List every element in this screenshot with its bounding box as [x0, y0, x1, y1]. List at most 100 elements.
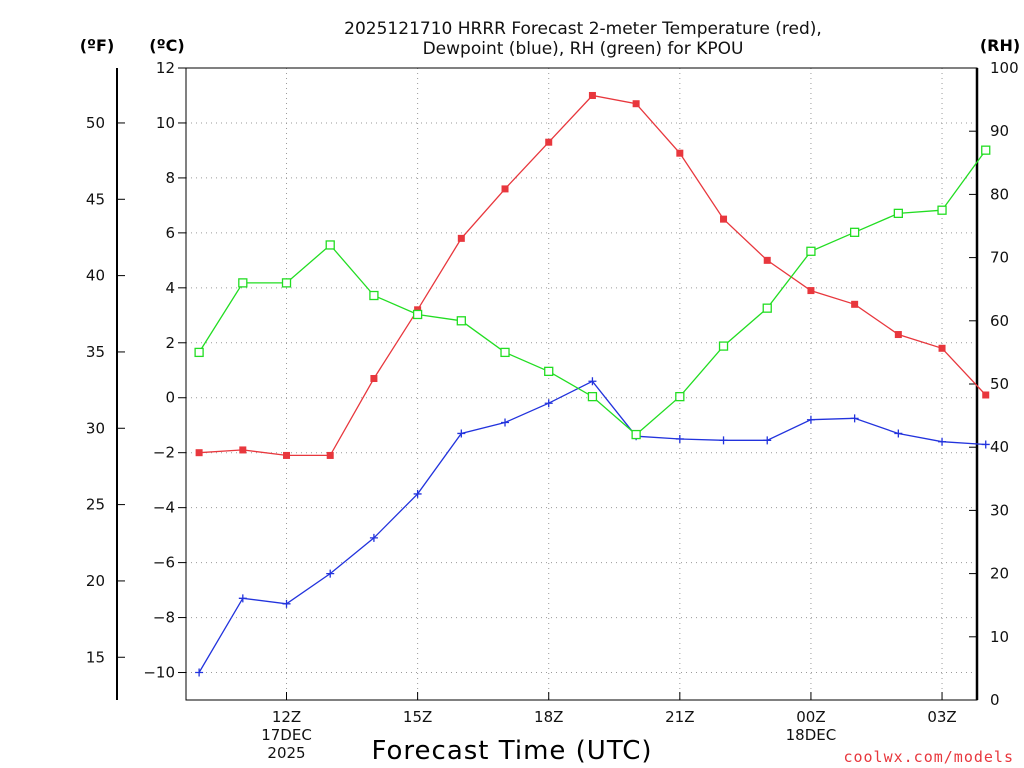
rh-point: [238, 278, 248, 288]
dewpoint-point: [894, 429, 903, 438]
dewpoint-point: [719, 436, 728, 445]
temperature-point: [370, 375, 378, 383]
temperature-point: [982, 391, 990, 399]
celsius-tick-label: 4: [165, 279, 175, 297]
temperature-point: [632, 100, 640, 108]
rh-point: [412, 309, 423, 320]
x-axis-label: Forecast Time (UTC): [371, 736, 652, 766]
fahrenheit-unit-label: (ºF): [80, 36, 115, 55]
dewpoint-point: [544, 399, 553, 408]
x-tick-label: 21Z: [665, 708, 694, 726]
title-line-1: 2025121710 HRRR Forecast 2-meter Tempera…: [344, 19, 822, 39]
fahrenheit-tick-label: 30: [86, 419, 105, 437]
temperature-point: [807, 287, 815, 295]
rh-point: [718, 341, 729, 351]
temperature-point: [851, 300, 859, 308]
temperature-point: [938, 344, 946, 352]
plot-frame: [185, 67, 978, 701]
credit-text: coolwx.com/models: [843, 748, 1014, 766]
dewpoint-point: [457, 429, 466, 438]
grid-lines: [186, 68, 977, 700]
rh-point: [281, 278, 292, 288]
temperature-point: [501, 185, 509, 193]
temperature-point: [283, 451, 291, 459]
dewpoint-line: [198, 380, 986, 673]
rh-tick-label: 100: [990, 59, 1019, 77]
rh-tick-label: 30: [990, 501, 1009, 519]
dewpoint-point: [938, 437, 947, 446]
rh-point: [937, 205, 947, 215]
rh-tick-label: 10: [990, 628, 1009, 646]
rh-tick-label: 70: [990, 249, 1009, 267]
temperature-point: [720, 215, 728, 223]
rh-tick-label: 50: [990, 375, 1009, 393]
dewpoint-point: [413, 489, 422, 498]
dewpoint-point: [195, 668, 204, 677]
celsius-tick-label: 0: [165, 389, 175, 407]
rh-point: [806, 246, 816, 256]
temperature-point: [239, 446, 247, 454]
dewpoint-point: [501, 418, 510, 427]
dewpoint-point: [850, 414, 859, 423]
celsius-tick-label: −10: [143, 664, 175, 682]
rh-point: [981, 145, 991, 155]
rh-unit-label: (RH): [980, 36, 1020, 55]
chart-title: 2025121710 HRRR Forecast 2-meter Tempera…: [344, 19, 822, 59]
temperature-point: [894, 331, 902, 339]
fahrenheit-tick-label: 20: [86, 572, 105, 590]
rh-tick-label: 90: [990, 122, 1009, 140]
chart-series: [194, 91, 991, 677]
celsius-tick-label: −6: [153, 554, 175, 572]
rh-tick-label: 60: [990, 312, 1009, 330]
rh-point: [369, 290, 379, 301]
rh-line: [198, 149, 987, 436]
temperature-line: [199, 94, 987, 457]
dewpoint-point: [763, 436, 772, 445]
dewpoint-point: [981, 440, 990, 449]
rh-point: [587, 391, 598, 402]
x-tick-label: 2025: [267, 744, 305, 762]
rh-point: [194, 347, 204, 358]
celsius-tick-label: 12: [156, 59, 175, 77]
rh-point: [675, 391, 685, 402]
celsius-tick-label: 2: [165, 334, 175, 352]
fahrenheit-tick-label: 35: [86, 343, 105, 361]
celsius-tick-label: 8: [165, 169, 175, 187]
rh-point: [544, 366, 554, 377]
rh-tick-label: 80: [990, 185, 1009, 203]
x-tick-label: 00Z: [796, 708, 825, 726]
celsius-tick-label: 6: [165, 224, 175, 242]
x-tick-label: 17DEC: [261, 726, 312, 744]
fahrenheit-tick-label: 40: [86, 267, 105, 285]
celsius-tick-label: −8: [153, 609, 175, 627]
x-tick-label: 15Z: [403, 708, 432, 726]
rh-point: [631, 429, 641, 440]
chart-axes: −10−8−6−4−202468101215202530354045500102…: [86, 59, 1019, 762]
dewpoint-point: [369, 533, 378, 542]
temperature-point: [676, 149, 684, 157]
temperature-point: [763, 256, 771, 264]
dewpoint-point: [675, 434, 684, 443]
temperature-point: [588, 91, 596, 99]
title-line-2: Dewpoint (blue), RH (green) for KPOU: [423, 39, 744, 59]
x-tick-label: 18Z: [534, 708, 563, 726]
fahrenheit-tick-label: 50: [86, 114, 105, 132]
rh-point: [500, 347, 510, 358]
rh-point: [762, 303, 772, 313]
temperature-point: [457, 234, 465, 242]
rh-tick-label: 40: [990, 438, 1009, 456]
celsius-unit-label: (ºC): [149, 36, 184, 55]
rh-point: [325, 240, 335, 250]
dewpoint-point: [326, 569, 335, 578]
rh-tick-label: 0: [990, 691, 1000, 709]
rh-point: [849, 227, 860, 237]
rh-point: [893, 208, 903, 219]
rh-point: [456, 316, 466, 326]
temperature-point: [195, 449, 203, 457]
celsius-tick-label: −2: [153, 444, 175, 462]
fahrenheit-tick-label: 45: [86, 190, 105, 208]
celsius-tick-label: −4: [153, 499, 175, 517]
fahrenheit-tick-label: 15: [86, 648, 105, 666]
x-tick-label: 03Z: [927, 708, 956, 726]
